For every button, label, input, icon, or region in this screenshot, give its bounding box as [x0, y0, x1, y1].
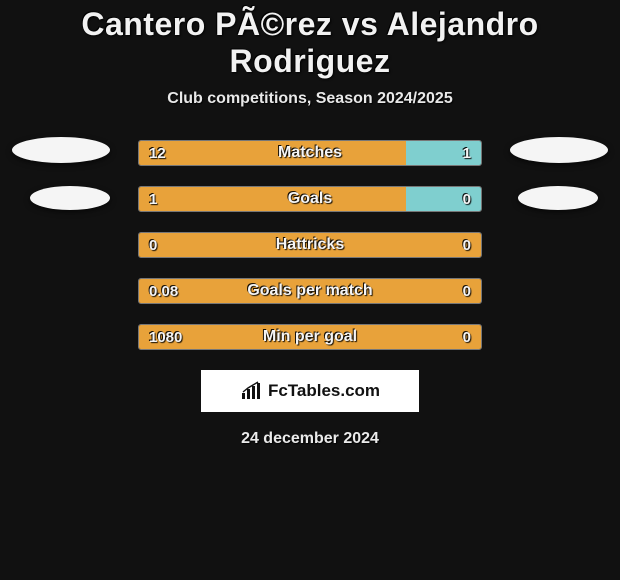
player-avatar-left [12, 137, 110, 163]
bar-fill-right [406, 187, 481, 211]
bar-fill-right [406, 141, 481, 165]
player-avatar-right [518, 186, 598, 210]
stat-bar: 1Goals0 [138, 186, 482, 212]
subtitle: Club competitions, Season 2024/2025 [0, 90, 620, 108]
brand-text: FcTables.com [268, 381, 380, 401]
brand-box[interactable]: FcTables.com [201, 370, 419, 412]
page-title: Cantero PÃ©rez vs Alejandro Rodriguez [0, 6, 620, 80]
bar-fill-left [139, 325, 481, 349]
comparison-container: Cantero PÃ©rez vs Alejandro Rodriguez Cl… [0, 0, 620, 448]
bar-fill-left [139, 233, 481, 257]
stat-bar: 12Matches1 [138, 140, 482, 166]
stat-bar: 1080Min per goal0 [138, 324, 482, 350]
bar-fill-left [139, 141, 406, 165]
stat-row: 12Matches1 [0, 140, 620, 166]
stat-bar: 0Hattricks0 [138, 232, 482, 258]
stat-row: 0.08Goals per match0 [0, 278, 620, 304]
player-avatar-right [510, 137, 608, 163]
stat-rows: 12Matches1 1Goals0 0Hattricks0 0.08Goals pe… [0, 140, 620, 350]
player-avatar-left [30, 186, 110, 210]
stat-row: 1080Min per goal0 [0, 324, 620, 350]
bar-fill-left [139, 187, 406, 211]
chart-icon [240, 381, 264, 401]
date-text: 24 december 2024 [0, 430, 620, 448]
stat-row: 1Goals0 [0, 186, 620, 212]
stat-row: 0Hattricks0 [0, 232, 620, 258]
stat-bar: 0.08Goals per match0 [138, 278, 482, 304]
bar-fill-left [139, 279, 481, 303]
